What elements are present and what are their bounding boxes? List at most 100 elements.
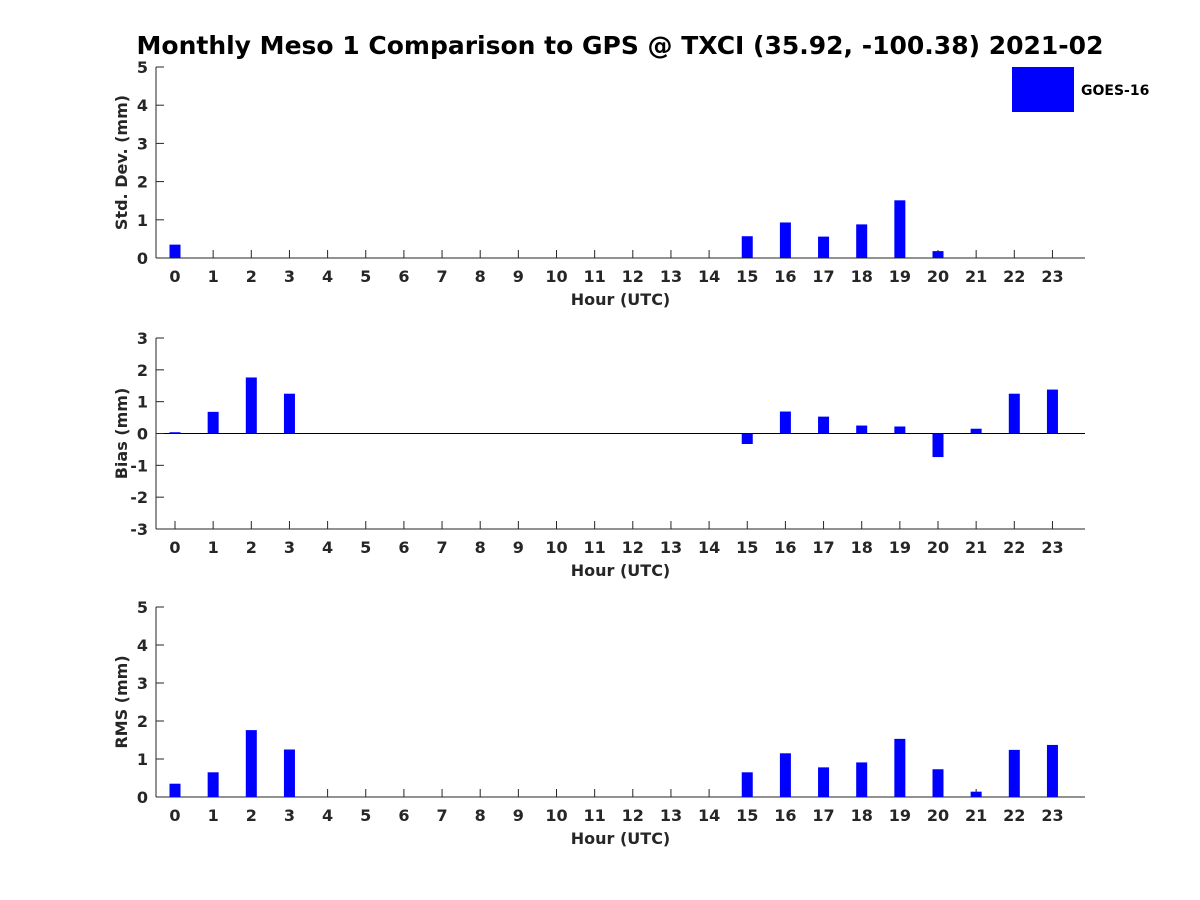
std-dev-x-tick-label: 12 — [622, 267, 644, 286]
rms-bar — [741, 772, 753, 797]
bias-bar — [245, 377, 257, 434]
std-dev-x-tick-label: 11 — [584, 267, 606, 286]
bias-x-tick-label: 23 — [1041, 538, 1063, 557]
std-dev-x-tick-label: 21 — [965, 267, 987, 286]
rms-x-tick-label: 21 — [965, 806, 987, 825]
rms-bar — [894, 738, 906, 797]
bias-bar — [741, 433, 753, 445]
rms-bar — [970, 791, 982, 797]
std-dev-x-tick-label: 4 — [322, 267, 333, 286]
bias-x-axis-label: Hour (UTC) — [571, 561, 671, 580]
rms-x-tick-label: 2 — [246, 806, 257, 825]
std-dev-y-tick-label: 4 — [137, 96, 148, 115]
rms-x-tick-label: 11 — [584, 806, 606, 825]
std-dev-x-tick-label: 0 — [169, 267, 180, 286]
rms-y-tick-label: 4 — [137, 636, 148, 655]
rms-x-tick-label: 4 — [322, 806, 333, 825]
bias-x-tick-label: 22 — [1003, 538, 1025, 557]
std-dev-x-tick-label: 23 — [1041, 267, 1063, 286]
bias-bar — [207, 411, 219, 434]
rms-x-tick-label: 13 — [660, 806, 682, 825]
bias-x-tick-label: 5 — [360, 538, 371, 557]
std-dev-x-tick-label: 15 — [736, 267, 758, 286]
legend-label: GOES-16 — [1081, 83, 1149, 99]
rms-bar — [283, 749, 295, 797]
std-dev-y-tick-label: 1 — [137, 211, 148, 230]
rms-y-tick-label: 2 — [137, 712, 148, 731]
bias-bar — [818, 416, 830, 434]
bias-x-tick-label: 18 — [851, 538, 873, 557]
rms-x-tick-label: 3 — [284, 806, 295, 825]
rms-bar — [245, 730, 257, 797]
rms-x-tick-label: 0 — [169, 806, 180, 825]
chart-title: Monthly Meso 1 Comparison to GPS @ TXCI … — [137, 31, 1104, 60]
rms-y-tick-label: 3 — [137, 674, 148, 693]
rms-bar — [1008, 749, 1020, 797]
bias-x-tick-label: 6 — [398, 538, 409, 557]
rms-y-axis-label: RMS (mm) — [112, 655, 131, 748]
rms-bar — [1046, 744, 1058, 797]
std-dev-x-tick-label: 20 — [927, 267, 949, 286]
bias-bar — [1046, 389, 1058, 434]
std-dev-y-tick-label: 2 — [137, 173, 148, 192]
bias-x-tick-label: 9 — [513, 538, 524, 557]
rms-x-tick-label: 1 — [208, 806, 219, 825]
rms-x-tick-label: 12 — [622, 806, 644, 825]
bias-y-tick-label: -3 — [130, 520, 148, 539]
std-dev-x-tick-label: 13 — [660, 267, 682, 286]
bias-bar — [283, 393, 295, 434]
bias-x-tick-label: 14 — [698, 538, 720, 557]
legend-swatch — [1012, 67, 1074, 112]
std-dev-x-tick-label: 8 — [475, 267, 486, 286]
bias-y-axis-label: Bias (mm) — [112, 388, 131, 480]
bias-y-tick-label: 1 — [137, 393, 148, 412]
bias-bar — [970, 428, 982, 434]
bias-x-tick-label: 1 — [208, 538, 219, 557]
bias-y-tick-label: -2 — [130, 488, 148, 507]
rms-x-tick-label: 19 — [889, 806, 911, 825]
rms-x-tick-label: 20 — [927, 806, 949, 825]
bias-bar — [169, 432, 181, 434]
std-dev-x-tick-label: 16 — [774, 267, 796, 286]
bias-x-tick-label: 20 — [927, 538, 949, 557]
rms-y-tick-label: 0 — [137, 788, 148, 807]
rms-x-tick-label: 16 — [774, 806, 796, 825]
bias-x-tick-label: 3 — [284, 538, 295, 557]
rms-bar — [818, 767, 830, 797]
rms-bar — [932, 769, 944, 797]
std-dev-bar — [169, 244, 181, 258]
bias-x-tick-label: 11 — [584, 538, 606, 557]
bias-x-tick-label: 19 — [889, 538, 911, 557]
rms-y-tick-label: 1 — [137, 750, 148, 769]
std-dev-bar — [894, 200, 906, 258]
rms-bar — [169, 783, 181, 797]
bias-bar — [932, 433, 944, 458]
std-dev-bar — [741, 236, 753, 258]
bias-y-tick-label: -1 — [130, 456, 148, 475]
bias-x-tick-label: 7 — [436, 538, 447, 557]
rms-x-tick-label: 6 — [398, 806, 409, 825]
bias-x-tick-label: 4 — [322, 538, 333, 557]
rms-bar — [207, 772, 219, 797]
rms-y-tick-label: 5 — [137, 598, 148, 617]
rms-x-tick-label: 10 — [545, 806, 567, 825]
std-dev-x-tick-label: 5 — [360, 267, 371, 286]
rms-x-tick-label: 18 — [851, 806, 873, 825]
rms-x-axis-label: Hour (UTC) — [571, 829, 671, 848]
rms-x-tick-label: 8 — [475, 806, 486, 825]
std-dev-x-tick-label: 7 — [436, 267, 447, 286]
std-dev-x-tick-label: 10 — [545, 267, 567, 286]
std-dev-bar — [779, 222, 791, 258]
bias-y-tick-label: 2 — [137, 361, 148, 380]
std-dev-x-tick-label: 2 — [246, 267, 257, 286]
bias-x-tick-label: 17 — [812, 538, 834, 557]
bias-x-tick-label: 2 — [246, 538, 257, 557]
std-dev-y-tick-label: 0 — [137, 249, 148, 268]
bias-x-tick-label: 8 — [475, 538, 486, 557]
rms-x-tick-label: 17 — [812, 806, 834, 825]
std-dev-x-tick-label: 6 — [398, 267, 409, 286]
std-dev-x-axis-label: Hour (UTC) — [571, 290, 671, 309]
